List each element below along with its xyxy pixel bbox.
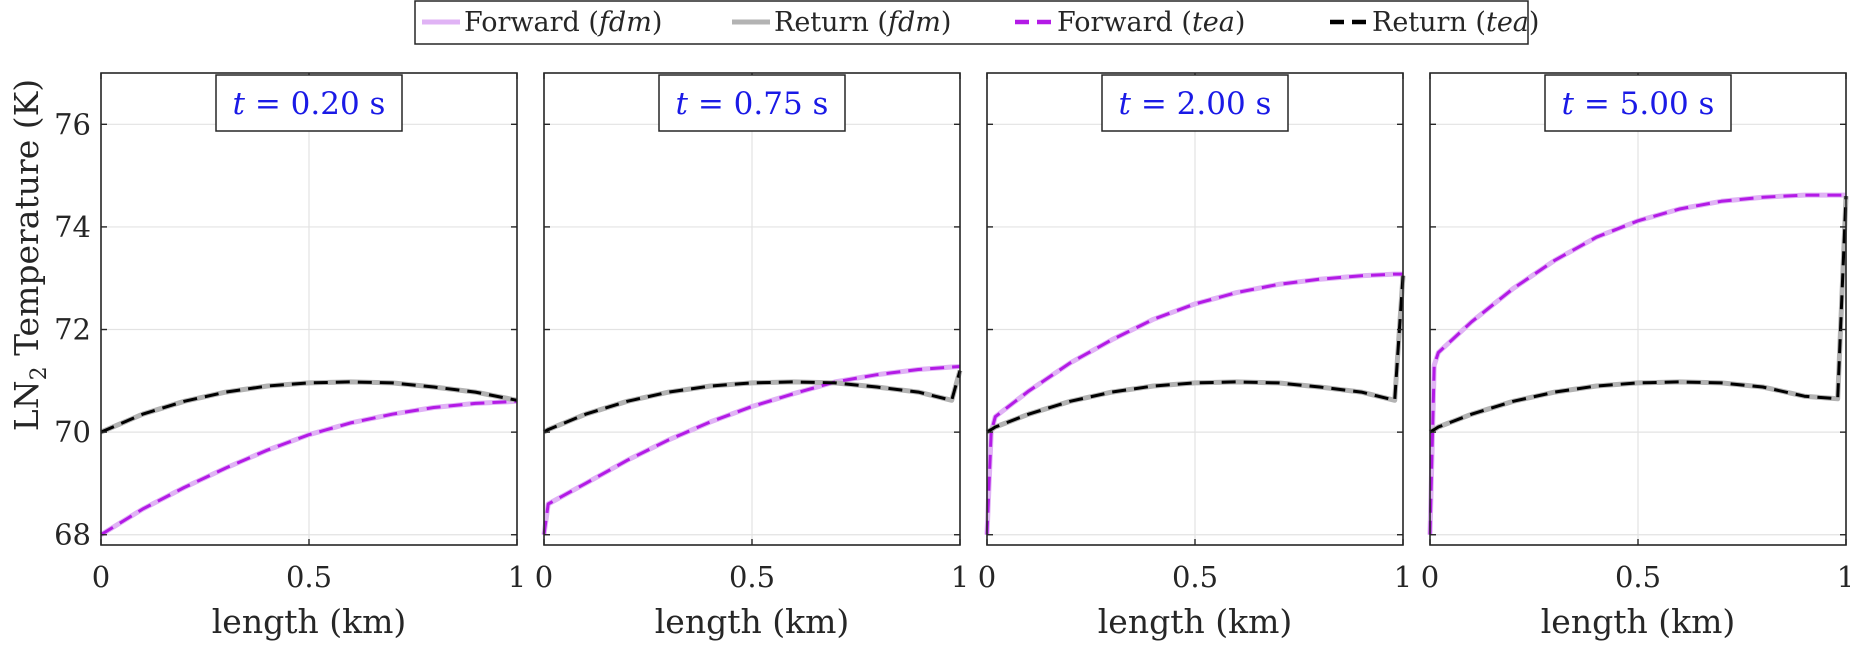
time-annotation-box: [1544, 74, 1732, 132]
y-tick-label: 68: [54, 518, 91, 552]
time-annotation-box: [658, 74, 846, 132]
time-annotation: t = 5.00 s: [1562, 86, 1715, 122]
legend-entry: Return (fdm): [732, 7, 951, 38]
x-tick-label: 1: [1394, 560, 1412, 594]
legend: Forward (fdm) Return (fdm) Forward (tea) Re…: [414, 0, 1539, 45]
series-line: [1429, 196, 1848, 434]
x-axis-label: length (km): [1098, 602, 1293, 641]
chart-panel: 0 0.5 1 length (km) t = 5.00 s: [1421, 72, 1850, 641]
y-tick-label: 70: [54, 415, 91, 449]
x-tick-label: 0.5: [1172, 560, 1218, 594]
y-tick-label: 76: [54, 107, 91, 141]
x-tick-label: 0: [978, 560, 996, 594]
series-line: [1428, 193, 1846, 535]
legend-label: Return (tea): [1372, 7, 1539, 38]
series-line: [100, 399, 518, 536]
x-axis-label: length (km): [655, 602, 850, 641]
time-annotation-box: [1101, 74, 1289, 132]
series-line: [985, 272, 1403, 535]
x-tick-label: 0: [1421, 560, 1439, 594]
time-annotation-box: [215, 74, 403, 132]
legend-entry: Forward (tea): [1015, 7, 1245, 38]
legend-label: Return (fdm): [774, 7, 951, 38]
x-tick-label: 0.5: [729, 560, 775, 594]
legend-entry: Return (tea): [1330, 7, 1539, 38]
x-axis-label: length (km): [212, 602, 407, 641]
time-annotation: t = 0.20 s: [233, 86, 386, 122]
x-tick-label: 0.5: [286, 560, 332, 594]
y-tick-label: 74: [54, 210, 91, 244]
series-line: [986, 275, 1405, 434]
legend-entry: Forward (fdm): [422, 7, 662, 38]
series-line: [542, 365, 961, 535]
x-tick-label: 0: [92, 560, 110, 594]
legend-label: Forward (fdm): [464, 7, 662, 38]
y-tick-label: 72: [54, 313, 91, 347]
time-annotation: t = 0.75 s: [676, 86, 829, 122]
x-tick-label: 0.5: [1615, 560, 1661, 594]
chart-panel: 0 0.5 1 length (km) t = 2.00 s: [978, 72, 1412, 641]
series-line: [543, 370, 962, 434]
x-tick-label: 0: [535, 560, 553, 594]
y-axis-label: LN2 Temperature (K): [7, 79, 52, 431]
x-tick-label: 1: [508, 560, 526, 594]
chart-panel: 0 0.5 1 length (km) t = 0.75 s: [535, 72, 969, 641]
chart-panel: 0 0.5 1 68 70 72 74 76 length (km) t = 0.20 s: [54, 72, 526, 641]
time-annotation: t = 2.00 s: [1119, 86, 1272, 122]
x-tick-label: 1: [1837, 560, 1850, 594]
x-tick-label: 1: [951, 560, 969, 594]
legend-label: Forward (tea): [1057, 7, 1245, 38]
x-axis-label: length (km): [1541, 602, 1736, 641]
series-line: [100, 380, 518, 434]
